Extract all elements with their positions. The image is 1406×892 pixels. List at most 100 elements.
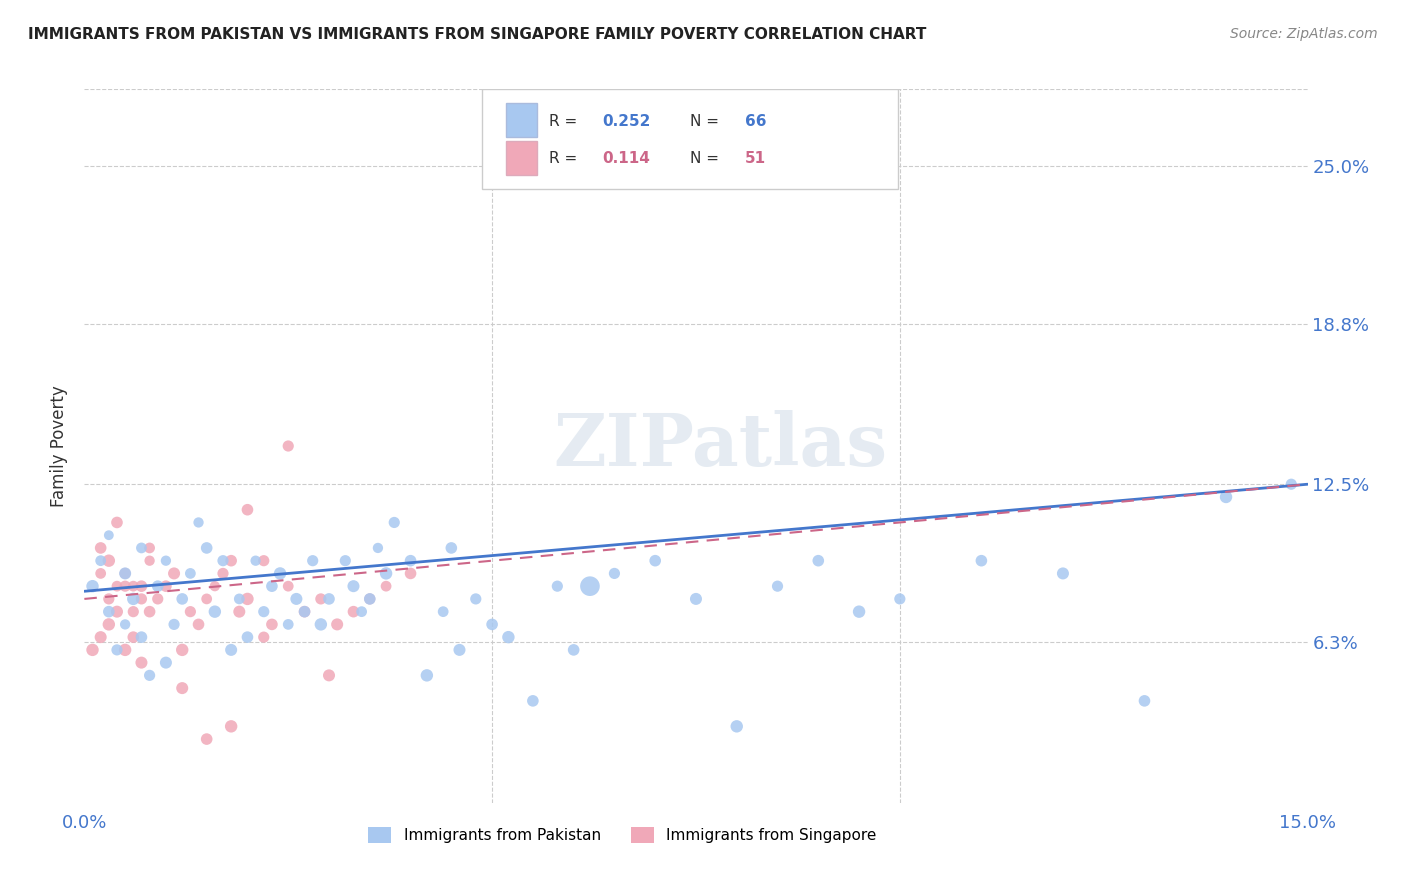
Text: IMMIGRANTS FROM PAKISTAN VS IMMIGRANTS FROM SINGAPORE FAMILY POVERTY CORRELATION: IMMIGRANTS FROM PAKISTAN VS IMMIGRANTS F…	[28, 27, 927, 42]
Immigrants from Singapore	[253, 630, 276, 644]
Immigrants from Pakistan	[179, 566, 201, 581]
Immigrants from Singapore	[90, 566, 112, 581]
Immigrants from Singapore	[90, 630, 112, 644]
Immigrants from Singapore	[105, 516, 128, 530]
Immigrants from Singapore	[97, 617, 120, 632]
Immigrants from Singapore	[105, 579, 128, 593]
Immigrants from Singapore	[326, 617, 349, 632]
Immigrants from Pakistan	[97, 605, 120, 619]
Immigrants from Pakistan	[440, 541, 463, 555]
FancyBboxPatch shape	[506, 141, 537, 175]
Immigrants from Pakistan	[114, 566, 136, 581]
Immigrants from Pakistan	[301, 554, 323, 568]
Immigrants from Pakistan	[82, 579, 104, 593]
Immigrants from Pakistan	[294, 605, 316, 619]
FancyBboxPatch shape	[506, 103, 537, 137]
Immigrants from Pakistan	[122, 591, 145, 606]
Immigrants from Pakistan	[522, 694, 544, 708]
Immigrants from Singapore	[82, 643, 104, 657]
Immigrants from Singapore	[277, 439, 299, 453]
Immigrants from Pakistan	[481, 617, 503, 632]
Immigrants from Pakistan	[269, 566, 291, 581]
Immigrants from Singapore	[131, 656, 153, 670]
Immigrants from Pakistan	[416, 668, 439, 682]
Legend: Immigrants from Pakistan, Immigrants from Singapore: Immigrants from Pakistan, Immigrants fro…	[360, 818, 886, 852]
Immigrants from Pakistan	[546, 579, 568, 593]
Immigrants from Pakistan	[163, 617, 186, 632]
FancyBboxPatch shape	[482, 89, 898, 189]
Immigrants from Singapore	[212, 566, 235, 581]
Immigrants from Singapore	[114, 643, 136, 657]
Immigrants from Pakistan	[579, 579, 602, 593]
Immigrants from Pakistan	[449, 643, 471, 657]
Immigrants from Pakistan	[90, 554, 112, 568]
Immigrants from Singapore	[399, 566, 422, 581]
Immigrants from Pakistan	[212, 554, 235, 568]
Immigrants from Pakistan	[131, 630, 153, 644]
Immigrants from Pakistan	[889, 591, 911, 606]
Immigrants from Pakistan	[245, 554, 267, 568]
Immigrants from Pakistan	[807, 554, 830, 568]
Immigrants from Pakistan	[138, 668, 160, 682]
Immigrants from Pakistan	[260, 579, 283, 593]
Text: R =: R =	[550, 151, 588, 166]
Text: N =: N =	[690, 151, 724, 166]
Immigrants from Singapore	[146, 591, 169, 606]
Immigrants from Pakistan	[277, 617, 299, 632]
Immigrants from Pakistan	[350, 605, 373, 619]
Immigrants from Pakistan	[1279, 477, 1302, 491]
Immigrants from Singapore	[97, 591, 120, 606]
Immigrants from Pakistan	[562, 643, 585, 657]
Immigrants from Singapore	[236, 502, 259, 516]
Immigrants from Pakistan	[318, 591, 340, 606]
Immigrants from Singapore	[114, 579, 136, 593]
Immigrants from Pakistan	[228, 591, 250, 606]
Immigrants from Pakistan	[285, 591, 308, 606]
Immigrants from Singapore	[195, 732, 218, 747]
Immigrants from Pakistan	[195, 541, 218, 555]
Immigrants from Pakistan	[187, 516, 209, 530]
Immigrants from Pakistan	[172, 591, 194, 606]
Immigrants from Singapore	[138, 605, 160, 619]
Immigrants from Pakistan	[204, 605, 226, 619]
Immigrants from Pakistan	[146, 579, 169, 593]
Immigrants from Singapore	[277, 579, 299, 593]
Immigrants from Singapore	[163, 566, 186, 581]
Immigrants from Pakistan	[970, 554, 993, 568]
Immigrants from Pakistan	[432, 605, 454, 619]
Immigrants from Singapore	[204, 579, 226, 593]
Immigrants from Singapore	[114, 566, 136, 581]
Immigrants from Singapore	[131, 579, 153, 593]
Y-axis label: Family Poverty: Family Poverty	[51, 385, 69, 507]
Immigrants from Pakistan	[644, 554, 666, 568]
Immigrants from Singapore	[253, 554, 276, 568]
Immigrants from Singapore	[309, 591, 332, 606]
Immigrants from Pakistan	[1133, 694, 1156, 708]
Immigrants from Singapore	[105, 605, 128, 619]
Immigrants from Pakistan	[309, 617, 332, 632]
Immigrants from Pakistan	[399, 554, 422, 568]
Immigrants from Singapore	[138, 541, 160, 555]
Immigrants from Singapore	[122, 605, 145, 619]
Immigrants from Singapore	[236, 591, 259, 606]
Immigrants from Singapore	[228, 605, 250, 619]
Immigrants from Pakistan	[114, 617, 136, 632]
Immigrants from Pakistan	[342, 579, 364, 593]
Immigrants from Pakistan	[219, 643, 242, 657]
Immigrants from Singapore	[195, 591, 218, 606]
Immigrants from Singapore	[179, 605, 201, 619]
Immigrants from Pakistan	[236, 630, 259, 644]
Immigrants from Singapore	[187, 617, 209, 632]
Immigrants from Singapore	[172, 643, 194, 657]
Immigrants from Singapore	[342, 605, 364, 619]
Immigrants from Singapore	[155, 579, 177, 593]
Text: N =: N =	[690, 114, 724, 128]
Immigrants from Singapore	[138, 554, 160, 568]
Immigrants from Pakistan	[155, 656, 177, 670]
Immigrants from Pakistan	[1052, 566, 1074, 581]
Immigrants from Singapore	[294, 605, 316, 619]
Immigrants from Pakistan	[498, 630, 520, 644]
Immigrants from Singapore	[219, 554, 242, 568]
Immigrants from Pakistan	[382, 516, 405, 530]
Text: 0.114: 0.114	[602, 151, 650, 166]
